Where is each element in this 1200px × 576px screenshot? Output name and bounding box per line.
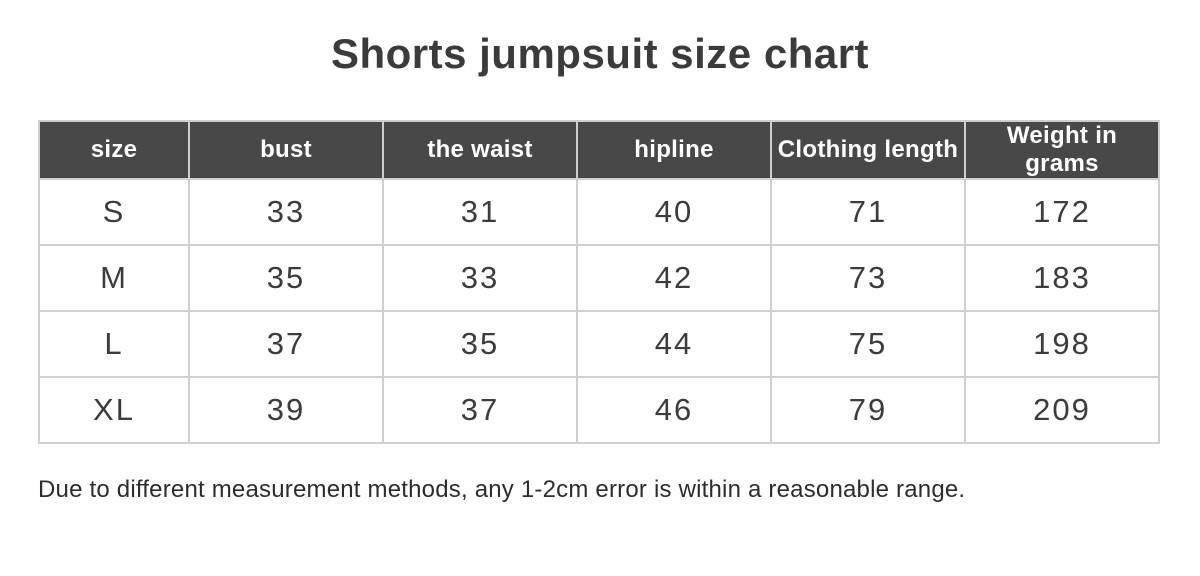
cell-waist: 37	[382, 376, 578, 444]
measurement-note: Due to different measurement methods, an…	[38, 476, 966, 503]
cell-bust: 37	[188, 310, 384, 378]
cell-size: S	[38, 178, 190, 246]
page-title: Shorts jumpsuit size chart	[330, 30, 870, 77]
column-header-clothing-length: Clothing length	[770, 120, 966, 180]
cell-size: M	[38, 244, 190, 312]
table-row-m: M 35 33 42 73 183	[38, 244, 1160, 312]
cell-size: XL	[38, 376, 190, 444]
column-header-hipline: hipline	[576, 120, 772, 180]
cell-clothing-length: 79	[770, 376, 966, 444]
column-header-size: size	[38, 120, 190, 180]
table-header-row: size bust the waist hipline Clothing len…	[38, 120, 1160, 180]
cell-weight: 209	[964, 376, 1160, 444]
cell-clothing-length: 73	[770, 244, 966, 312]
column-header-waist: the waist	[382, 120, 578, 180]
cell-bust: 33	[188, 178, 384, 246]
cell-bust: 35	[188, 244, 384, 312]
cell-size: L	[38, 310, 190, 378]
cell-clothing-length: 75	[770, 310, 966, 378]
cell-hipline: 44	[576, 310, 772, 378]
size-chart-table: size bust the waist hipline Clothing len…	[38, 120, 1160, 444]
cell-hipline: 42	[576, 244, 772, 312]
cell-hipline: 40	[576, 178, 772, 246]
cell-bust: 39	[188, 376, 384, 444]
table-row-l: L 37 35 44 75 198	[38, 310, 1160, 378]
column-header-bust: bust	[188, 120, 384, 180]
cell-weight: 183	[964, 244, 1160, 312]
cell-weight: 172	[964, 178, 1160, 246]
cell-waist: 33	[382, 244, 578, 312]
column-header-weight: Weight in grams	[964, 120, 1160, 180]
cell-waist: 31	[382, 178, 578, 246]
cell-hipline: 46	[576, 376, 772, 444]
table-row-s: S 33 31 40 71 172	[38, 178, 1160, 246]
table-row-xl: XL 39 37 46 79 209	[38, 376, 1160, 444]
cell-waist: 35	[382, 310, 578, 378]
cell-clothing-length: 71	[770, 178, 966, 246]
cell-weight: 198	[964, 310, 1160, 378]
